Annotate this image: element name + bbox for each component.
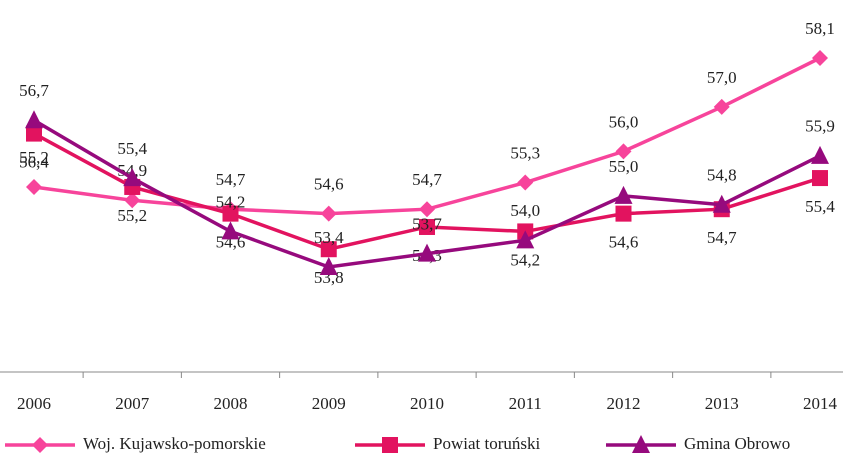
marker <box>382 437 398 453</box>
x-tick-label: 2009 <box>312 394 346 413</box>
marker <box>124 192 141 209</box>
data-label: 54,7 <box>707 228 737 247</box>
marker <box>812 50 828 66</box>
data-label: 55,4 <box>117 139 147 158</box>
x-tick-label: 2008 <box>214 394 248 413</box>
data-label: 54,7 <box>412 170 442 189</box>
marker <box>614 185 633 204</box>
data-label: 57,0 <box>707 68 737 87</box>
data-label: 54,7 <box>216 170 246 189</box>
marker <box>615 143 632 160</box>
marker <box>812 170 828 187</box>
x-tick-label: 2010 <box>410 394 444 413</box>
x-tick-label: 2006 <box>17 394 51 413</box>
marker <box>123 168 142 187</box>
marker <box>32 437 48 453</box>
legend-label: Powiat toruński <box>433 434 540 453</box>
marker <box>319 257 338 275</box>
marker <box>419 218 435 235</box>
x-tick-label: 2014 <box>803 394 838 413</box>
data-label: 53,4 <box>314 228 344 247</box>
marker <box>320 241 337 258</box>
data-label: 56,4 <box>19 153 49 172</box>
marker <box>419 201 435 218</box>
data-label: 55,3 <box>510 143 540 162</box>
marker <box>221 221 240 240</box>
data-label: 54,2 <box>216 192 246 211</box>
legend-label: Gmina Obrowo <box>684 434 790 453</box>
marker <box>222 205 239 222</box>
marker <box>26 125 42 142</box>
x-tick-label: 2007 <box>115 394 150 413</box>
marker <box>615 205 632 222</box>
data-label: 55,0 <box>609 157 639 176</box>
data-label: 53,7 <box>412 215 442 234</box>
data-label: 54,2 <box>510 250 540 269</box>
marker <box>516 230 535 249</box>
data-label: 55,2 <box>117 206 147 225</box>
legend-label: Woj. Kujawsko-pomorskie <box>83 434 266 453</box>
x-tick-label: 2013 <box>705 394 739 413</box>
data-label: 55,9 <box>805 117 835 136</box>
marker <box>418 243 436 262</box>
x-tick-label: 2012 <box>607 394 641 413</box>
marker <box>712 194 731 213</box>
data-label: 58,1 <box>805 19 835 38</box>
marker <box>517 174 534 191</box>
marker <box>713 98 730 115</box>
marker <box>632 435 650 453</box>
data-label: 54,6 <box>609 233 639 252</box>
data-label: 54,8 <box>707 166 737 185</box>
data-label: 55,2 <box>19 148 49 167</box>
data-label: 56,7 <box>19 81 49 100</box>
data-label: 54,6 <box>314 175 344 194</box>
data-label: 56,0 <box>609 112 639 131</box>
data-label: 55,4 <box>805 197 835 216</box>
x-tick-label: 2011 <box>509 394 542 413</box>
marker <box>25 110 43 129</box>
marker <box>26 178 42 195</box>
data-label: 54,0 <box>510 201 540 220</box>
marker <box>320 205 337 222</box>
marker <box>811 145 829 164</box>
